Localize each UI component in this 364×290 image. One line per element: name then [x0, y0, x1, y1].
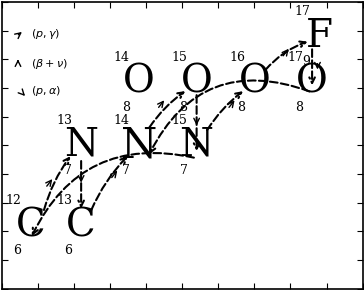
Text: 15: 15 [172, 51, 187, 64]
Text: C: C [16, 207, 46, 244]
Text: C: C [66, 207, 96, 244]
Text: N: N [121, 124, 157, 166]
Text: 14: 14 [114, 114, 130, 127]
Text: 13: 13 [56, 194, 72, 207]
Text: $(p,\alpha)$: $(p,\alpha)$ [31, 84, 60, 98]
Text: O: O [238, 64, 270, 101]
Text: O: O [123, 64, 155, 101]
Text: 17: 17 [287, 51, 303, 64]
Text: 12: 12 [6, 194, 21, 207]
Text: 8: 8 [237, 101, 245, 114]
Text: 17: 17 [294, 5, 310, 18]
Text: F: F [306, 18, 333, 55]
Text: 7: 7 [122, 164, 130, 177]
Text: 6: 6 [64, 244, 72, 257]
Text: O: O [181, 64, 213, 101]
Text: O: O [296, 64, 328, 101]
Text: 13: 13 [56, 114, 72, 127]
Text: 6: 6 [13, 244, 21, 257]
Text: 8: 8 [122, 101, 130, 114]
Text: 9: 9 [302, 55, 310, 68]
Text: $(\beta+\nu)$: $(\beta+\nu)$ [31, 57, 67, 71]
Text: N: N [179, 127, 214, 164]
Text: N: N [64, 127, 98, 164]
Text: 16: 16 [229, 51, 245, 64]
Text: 8: 8 [179, 101, 187, 114]
Text: 7: 7 [64, 164, 72, 177]
Text: 15: 15 [172, 114, 187, 127]
Text: 7: 7 [180, 164, 187, 177]
Text: 8: 8 [295, 101, 303, 114]
Text: $(p,\gamma)$: $(p,\gamma)$ [31, 27, 60, 41]
Text: 14: 14 [114, 51, 130, 64]
